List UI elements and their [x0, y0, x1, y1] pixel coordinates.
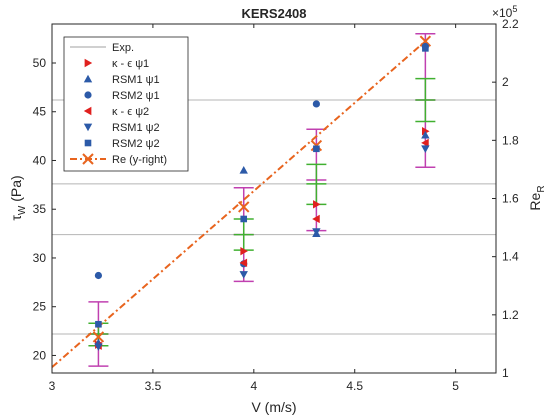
series-5-point-2: [313, 145, 320, 153]
legend-entry-0: Exp.: [70, 42, 134, 54]
x-tick-label: 5: [452, 379, 459, 393]
series-1-point-3: [421, 130, 430, 139]
x-axis-ticks: 3 3.5 4 4.5 5: [49, 24, 459, 393]
series-4-point-2: [312, 228, 321, 236]
legend-marker-swatch: [83, 123, 93, 132]
y-left-tick-label: 25: [33, 300, 47, 314]
right-axis-exponent: ×105: [492, 4, 517, 20]
series-5-point-3: [422, 45, 429, 52]
y-left-tick-label: 40: [33, 153, 47, 167]
legend-label: κ - ϵ ψ1: [112, 58, 149, 70]
x-tick-label: 3.5: [145, 379, 162, 393]
legend-marker-swatch: [84, 139, 92, 147]
y-right-tick-label: 1: [502, 366, 509, 380]
legend-entry-1: κ - ϵ ψ1: [84, 58, 149, 70]
y-left-axis-ticks: 20 25 30 35 40 45 50: [33, 56, 56, 362]
legend-entry-6: RSM2 ψ2: [84, 138, 160, 150]
series-0-point-2: [313, 200, 321, 209]
y-left-label-sub: W: [17, 205, 28, 215]
x-axis-label: V (m/s): [251, 399, 296, 415]
exponent-power: 5: [512, 4, 517, 14]
y-right-label-sub: R: [536, 185, 547, 192]
series-0-point-1: [240, 246, 248, 256]
series-4: [94, 145, 430, 351]
re-point-1: [238, 201, 250, 213]
exponent-base: ×10: [492, 6, 513, 20]
y-right-tick-label: 1.8: [502, 133, 519, 147]
legend-marker-swatch: [84, 58, 93, 68]
series-4-point-0: [94, 343, 103, 351]
y-left-tick-label: 45: [33, 105, 47, 119]
re-point-0: [92, 331, 105, 343]
series-3-point-3: [421, 138, 429, 148]
legend-marker-swatch: [83, 74, 93, 83]
legend-entry-5: RSM1 ψ2: [83, 122, 160, 134]
error-bar-7: [415, 77, 436, 123]
legend-label: RSM2 ψ2: [112, 138, 160, 150]
re-point-3-stroke-b: [419, 35, 432, 47]
legend-marker-swatch: [83, 106, 92, 116]
legend-label: RSM1 ψ1: [112, 74, 160, 86]
y-left-tick-label: 50: [33, 56, 47, 70]
legend-label: Re (y-right): [112, 154, 167, 166]
y-left-tick-label: 20: [33, 348, 47, 362]
legend-label: Exp.: [112, 42, 134, 54]
y-right-axis-ticks: 1 1.2 1.4 1.6 1.8 2 2.2: [492, 17, 519, 380]
legend-cross-swatch: [82, 153, 94, 165]
series-2-point-2: [312, 100, 320, 108]
y-right-axis-label: ReR: [527, 185, 547, 210]
series-4-point-1: [239, 271, 248, 279]
legend: Exp. κ - ϵ ψ1 RSM1 ψ1 RSM2 ψ1 κ - ϵ ψ2 RSM1 ψ…: [63, 36, 189, 172]
y-right-tick-label: 2.2: [502, 17, 519, 31]
series-5-point-1: [240, 215, 248, 223]
legend-label: RSM1 ψ2: [112, 122, 160, 134]
re-point-3: [419, 35, 432, 47]
legend-label: κ - ϵ ψ2: [112, 106, 149, 118]
legend-marker-swatch: [84, 91, 92, 99]
series-3-point-1: [239, 258, 248, 268]
re-point-1-stroke-b: [238, 201, 250, 213]
marker-series: [94, 42, 430, 351]
legend-label: RSM2 ψ1: [112, 90, 160, 102]
legend-entry-2: RSM1 ψ1: [83, 74, 160, 86]
legend-entry-7: Re (y-right): [70, 153, 167, 166]
y-left-axis-label: τW (Pa): [8, 175, 28, 220]
y-right-label-main: Re: [527, 192, 543, 210]
x-tick-label: 3: [49, 379, 56, 393]
re-point-0-stroke-b: [92, 331, 105, 343]
series-0-point-3: [422, 127, 430, 136]
series-4-point-3: [421, 145, 430, 153]
y-left-tick-label: 30: [33, 251, 47, 265]
series-3-point-2: [312, 214, 320, 224]
x-tick-label: 4: [250, 379, 257, 393]
y-left-label-unit: (Pa): [8, 175, 24, 205]
y-left-label-main: τ: [8, 215, 24, 221]
y-right-tick-label: 2: [502, 75, 509, 89]
series-1-point-1: [239, 166, 248, 174]
legend-entry-3: RSM2 ψ1: [84, 90, 160, 102]
series-5: [95, 45, 429, 328]
y-right-tick-label: 1.6: [502, 192, 519, 206]
legend-cross-swatch-stroke-b: [82, 153, 94, 165]
legend-entry-4: κ - ϵ ψ2: [83, 106, 149, 118]
x-tick-label: 4.5: [346, 379, 363, 393]
y-right-tick-label: 1.2: [502, 308, 519, 322]
y-right-tick-label: 1.4: [502, 250, 519, 264]
series-2-point-0: [94, 271, 103, 280]
y-left-tick-label: 35: [33, 202, 47, 216]
series-5-point-0: [95, 320, 102, 328]
chart-title: KERS2408: [241, 6, 306, 21]
